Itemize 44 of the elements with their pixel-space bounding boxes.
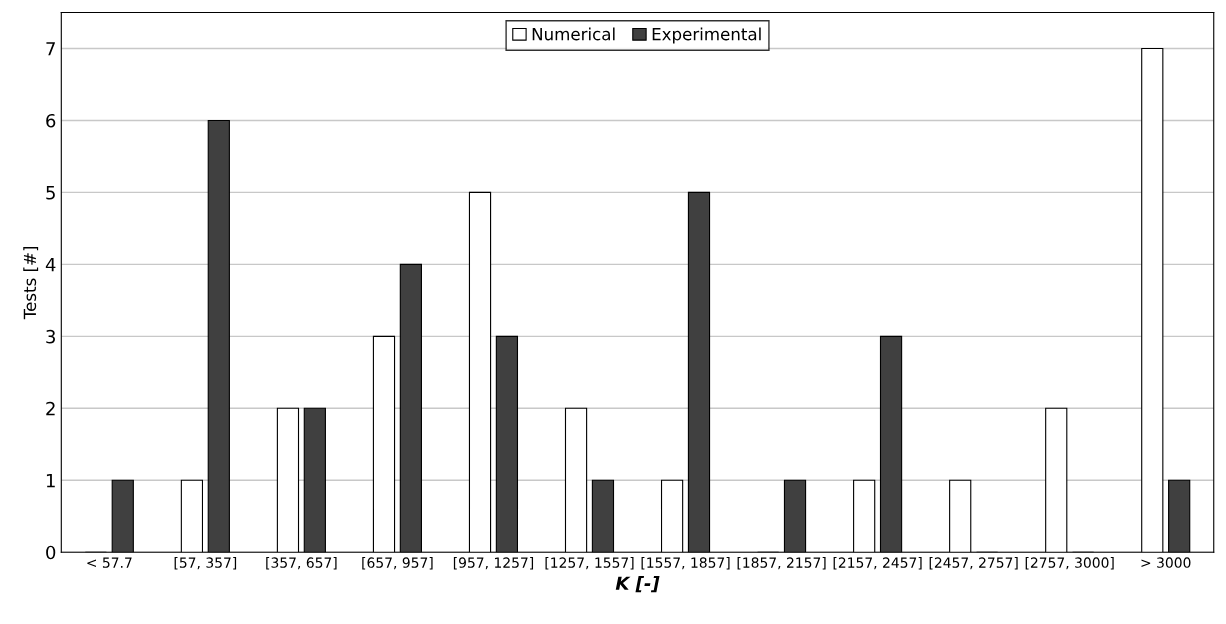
y-tick-label: 2 xyxy=(46,401,55,416)
y-axis-title: Tests [#] xyxy=(23,246,39,320)
y-tick-label: 6 xyxy=(46,113,56,128)
x-tick-label: [1857, 2157] xyxy=(737,557,826,570)
bar xyxy=(180,479,204,553)
y-tick-label: 0 xyxy=(46,545,56,560)
bar xyxy=(660,479,684,553)
legend-label: Experimental xyxy=(652,27,761,44)
bar xyxy=(399,263,422,553)
bar xyxy=(111,479,134,553)
x-tick-label: [1257, 1557] xyxy=(545,557,634,570)
legend-label: Numerical xyxy=(532,27,615,41)
bar xyxy=(1168,479,1191,553)
x-axis-title: K [-] xyxy=(615,576,660,593)
y-tick-label: 7 xyxy=(46,42,55,56)
x-tick-label: [2157, 2457] xyxy=(833,557,922,570)
y-tick-label: 5 xyxy=(46,186,55,200)
bar xyxy=(879,335,903,553)
bar xyxy=(949,479,972,553)
bar xyxy=(303,407,326,553)
x-tick-label: [2457, 2757] xyxy=(929,557,1018,570)
bar xyxy=(495,335,519,553)
x-tick-label: [57, 357] xyxy=(174,557,237,570)
x-tick-label: [957, 1257] xyxy=(453,557,534,570)
bar xyxy=(1045,407,1068,553)
bar xyxy=(783,479,807,553)
bar xyxy=(372,335,396,553)
bar xyxy=(207,119,230,553)
x-tick-label: [657, 957] xyxy=(362,557,433,570)
x-tick-label: < 57.7 xyxy=(87,557,132,568)
y-tick-label: 4 xyxy=(45,258,56,272)
bar xyxy=(687,191,711,553)
bar xyxy=(564,407,588,553)
x-tick-label: [357, 657] xyxy=(266,557,337,570)
bar xyxy=(1141,47,1164,553)
x-tick-label: > 3000 xyxy=(1141,557,1191,568)
y-tick-label: 1 xyxy=(46,473,55,488)
x-tick-label: [1557, 1857] xyxy=(641,557,730,570)
bar xyxy=(853,479,876,553)
x-tick-label: [2757, 3000] xyxy=(1025,557,1114,570)
bar xyxy=(276,407,300,553)
y-tick-label: 3 xyxy=(46,329,55,344)
bar xyxy=(591,479,615,553)
bar xyxy=(468,191,492,553)
